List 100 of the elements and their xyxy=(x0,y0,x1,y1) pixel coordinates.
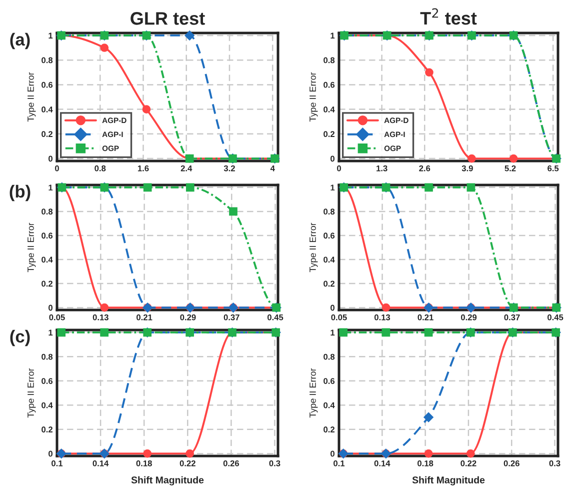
y-tick-label: 0.4 xyxy=(324,106,335,112)
y-tick-label: 0.8 xyxy=(324,208,335,215)
y-tick-label: 0 xyxy=(330,450,334,457)
x-tick-label: 0.1 xyxy=(52,460,63,466)
point xyxy=(100,303,109,312)
chart-title: GLR test xyxy=(130,12,205,25)
x-tick-label: 1.3 xyxy=(376,165,388,172)
y-tick-label: 1 xyxy=(48,330,53,336)
y-tick-label: 0.2 xyxy=(324,426,334,432)
y-tick-label: 0.6 xyxy=(42,378,53,384)
y-tick-label: 0 xyxy=(330,156,334,162)
x-tick-label: 0.22 xyxy=(460,460,476,466)
x-tick-label: 0.3 xyxy=(549,460,560,466)
y-axis-title: Type II Error xyxy=(28,368,36,418)
point xyxy=(100,44,109,52)
point xyxy=(424,412,434,422)
point xyxy=(382,328,390,337)
y-axis-title: Type II Error xyxy=(310,368,318,418)
y-tick-label: 0.4 xyxy=(42,106,53,112)
y-tick-label: 0.2 xyxy=(42,426,52,432)
y-tick-label: 0.2 xyxy=(324,131,334,138)
text: (c) xyxy=(10,330,30,346)
x-tick-label: 0.18 xyxy=(136,460,152,466)
x-tick-label: 1.6 xyxy=(138,165,149,172)
x-tick-label: 6.5 xyxy=(548,165,559,172)
x-tick-label: 0.13 xyxy=(92,314,108,320)
y-tick-label: 0.4 xyxy=(324,256,335,263)
x-tick-label: 0.26 xyxy=(223,460,239,466)
y-tick-label: 0.6 xyxy=(324,232,335,239)
y-tick-label: 0 xyxy=(48,156,52,162)
x-tick-label: 0.37 xyxy=(504,314,520,320)
point xyxy=(468,154,476,163)
y-axis-title: Type II Error xyxy=(310,222,318,272)
y-tick-label: 0 xyxy=(48,304,52,311)
x-tick-label: 0.45 xyxy=(267,314,284,320)
point xyxy=(509,154,518,163)
y-tick-label: 1 xyxy=(330,32,335,38)
x-tick-label: 0 xyxy=(337,165,341,172)
y-tick-label: 0.4 xyxy=(324,402,335,408)
x-tick-label: 0.29 xyxy=(461,314,477,320)
x-axis-title: Shift Magnitude xyxy=(131,476,204,486)
x-tick-label: 0.8 xyxy=(94,165,106,172)
y-tick-label: 0.6 xyxy=(42,232,53,239)
x-tick-label: 4 xyxy=(270,165,275,172)
x-tick-label: 0.18 xyxy=(418,460,434,466)
y-tick-label: 0.8 xyxy=(324,57,335,64)
y-tick-label: 0.2 xyxy=(42,131,52,138)
point xyxy=(142,105,151,114)
x-tick-label: 0.1 xyxy=(334,460,345,466)
point xyxy=(186,183,194,192)
chart-title: T$^{2}$ test xyxy=(420,8,477,25)
x-tick-label: 0.37 xyxy=(224,314,240,320)
x-tick-label: 0.3 xyxy=(269,460,280,466)
x-tick-label: 5.2 xyxy=(504,165,516,172)
x-tick-label: 0.14 xyxy=(374,460,390,466)
x-tick-label: 3.9 xyxy=(462,165,473,172)
point xyxy=(339,328,348,337)
y-tick-label: 0.8 xyxy=(42,57,53,64)
point xyxy=(229,207,238,216)
x-tick-label: 0.29 xyxy=(180,314,196,320)
point xyxy=(425,68,434,77)
y-tick-label: 0.8 xyxy=(42,208,53,215)
y-tick-label: 0.6 xyxy=(42,82,53,88)
point xyxy=(424,328,433,337)
x-tick-label: 0.14 xyxy=(92,460,109,466)
x-tick-label: 3.2 xyxy=(224,165,235,172)
y-tick-label: 0.4 xyxy=(42,256,53,263)
y-tick-label: 1 xyxy=(330,330,335,336)
x-tick-label: 0.05 xyxy=(331,314,347,320)
x-tick-label: 0.45 xyxy=(548,314,564,320)
y-tick-label: 1 xyxy=(330,184,335,190)
x-tick-label: 0.26 xyxy=(504,460,520,466)
x-tick-label: 0.21 xyxy=(418,314,434,320)
y-tick-label: 0.8 xyxy=(42,354,53,360)
point xyxy=(184,30,194,40)
y-axis-title: Type II Error xyxy=(28,72,36,122)
y-tick-label: 0.2 xyxy=(42,280,52,287)
x-tick-label: 2.4 xyxy=(180,165,192,172)
y-tick-label: 0.6 xyxy=(324,378,335,384)
y-axis-title: Type II Error xyxy=(310,72,318,122)
x-axis-title: Shift Magnitude xyxy=(412,476,485,486)
x-tick-label: 0.21 xyxy=(136,314,152,320)
x-tick-label: 0.13 xyxy=(374,314,390,320)
y-tick-label: 1 xyxy=(48,32,53,38)
y-tick-label: 0.6 xyxy=(324,82,335,88)
text: (a) xyxy=(10,32,30,50)
point xyxy=(143,183,152,192)
x-tick-label: 0.22 xyxy=(180,460,196,466)
y-tick-label: 0.8 xyxy=(324,354,335,360)
x-tick-label: 2.6 xyxy=(419,165,430,172)
point xyxy=(424,449,433,458)
y-axis-title: Type II Error xyxy=(28,222,36,272)
x-tick-label: 0 xyxy=(55,165,59,172)
text: (b) xyxy=(10,184,30,202)
y-tick-label: 0.2 xyxy=(324,280,334,287)
y-tick-label: 1 xyxy=(48,184,53,190)
y-tick-label: 0.4 xyxy=(42,402,53,408)
y-tick-label: 0 xyxy=(330,304,334,311)
x-tick-label: 0.05 xyxy=(49,314,65,320)
point xyxy=(466,449,475,458)
